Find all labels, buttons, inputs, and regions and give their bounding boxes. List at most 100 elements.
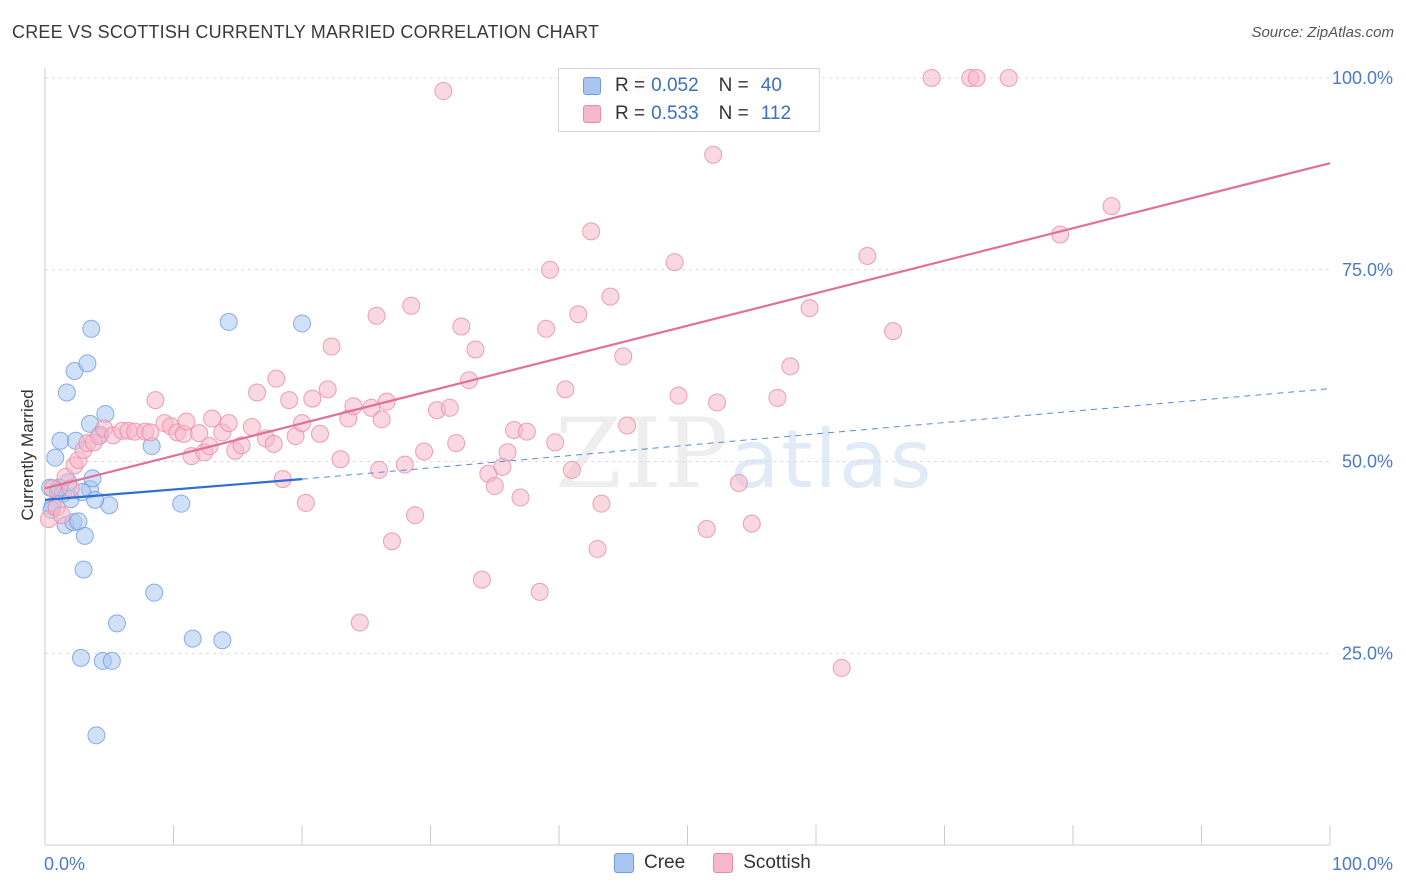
data-point-scottish	[177, 412, 196, 431]
data-point-scottish	[546, 433, 565, 452]
data-point-scottish	[322, 337, 341, 356]
data-point-scottish	[768, 388, 787, 407]
legend-box: R = 0.052 N = 40 R = 0.533 N = 112	[558, 68, 820, 132]
data-point-cree	[71, 648, 90, 667]
trend-line-cree	[44, 478, 303, 501]
watermark: ZIPatlas	[555, 398, 934, 510]
data-point-scottish	[884, 322, 903, 341]
data-point-scottish	[372, 410, 391, 429]
y-tick-label: 25.0%	[1342, 643, 1393, 663]
data-point-scottish	[708, 393, 727, 412]
data-point-scottish	[296, 493, 315, 512]
data-point-cree	[293, 314, 311, 333]
data-point-scottish	[415, 442, 434, 461]
data-point-scottish	[485, 477, 504, 496]
data-point-scottish	[242, 417, 261, 436]
data-point-cree	[107, 614, 126, 633]
x-tick-label: 0.0%	[44, 854, 85, 874]
bottom-legend-swatch-scottish	[713, 853, 734, 873]
data-point-scottish	[781, 357, 800, 376]
data-point-scottish	[858, 246, 877, 265]
watermark-zip: ZIP	[555, 398, 731, 510]
data-point-scottish	[267, 369, 286, 388]
watermark-atlas: atlas	[730, 413, 934, 506]
data-point-scottish	[1051, 225, 1070, 244]
data-point-scottish	[232, 436, 251, 455]
data-point-scottish	[219, 414, 238, 433]
data-point-scottish	[331, 450, 350, 469]
data-point-scottish	[310, 424, 329, 443]
legend-r-value: 0.533	[651, 103, 699, 124]
trend-line-extension-cree	[301, 388, 1331, 480]
data-point-scottish	[704, 145, 723, 164]
data-point-scottish	[382, 532, 401, 551]
data-point-scottish	[1102, 197, 1121, 216]
data-point-cree	[219, 312, 238, 331]
legend-swatch-cree	[583, 77, 601, 95]
data-point-cree	[51, 431, 70, 450]
legend-r-label: R =	[615, 75, 646, 96]
data-point-scottish	[601, 287, 620, 306]
legend-swatch-scottish	[583, 105, 601, 123]
data-point-cree	[183, 629, 202, 648]
data-point-scottish	[517, 422, 536, 441]
data-point-scottish	[367, 306, 386, 325]
data-point-scottish	[466, 340, 485, 359]
data-point-scottish	[618, 416, 637, 435]
y-tick-label: 50.0%	[1342, 452, 1393, 472]
data-point-scottish	[472, 570, 491, 589]
data-point-scottish	[440, 398, 459, 417]
data-point-scottish	[248, 383, 267, 402]
data-point-scottish	[562, 460, 581, 479]
data-point-scottish	[556, 380, 575, 399]
data-point-scottish	[280, 391, 299, 410]
legend-r-label: R =	[615, 103, 646, 124]
data-point-scottish	[402, 296, 421, 315]
data-point-cree	[86, 490, 105, 509]
data-point-scottish	[52, 506, 71, 525]
source-label: Source: ZipAtlas.com	[1251, 24, 1394, 41]
data-point-cree	[74, 560, 93, 579]
x-tick-label: 100.0%	[1332, 854, 1393, 874]
trend-line-scottish	[44, 162, 1331, 490]
data-point-scottish	[447, 434, 466, 453]
data-point-cree	[46, 448, 65, 467]
data-point-scottish	[511, 488, 530, 507]
data-point-scottish	[530, 582, 549, 601]
legend-n-label: N =	[718, 75, 749, 96]
data-point-scottish	[452, 317, 471, 336]
data-point-scottish	[999, 69, 1018, 87]
data-point-cree	[78, 354, 97, 373]
y-tick-label: 100.0%	[1332, 68, 1393, 88]
data-point-scottish	[264, 434, 283, 453]
bottom-legend-label-scottish: Scottish	[743, 852, 811, 873]
legend-r-value: 0.052	[651, 75, 699, 96]
data-point-scottish	[922, 69, 941, 87]
data-point-scottish	[614, 347, 633, 366]
data-point-scottish	[190, 424, 209, 443]
bottom-legend-label-cree: Cree	[644, 852, 686, 873]
data-point-scottish	[406, 506, 425, 525]
data-point-scottish	[967, 69, 986, 87]
data-point-scottish	[665, 253, 684, 272]
bottom-legend-item-cree: Cree	[614, 852, 685, 874]
legend-n-value: 40	[760, 75, 782, 96]
data-point-scottish	[588, 539, 607, 558]
data-point-scottish	[303, 389, 322, 408]
legend-n-label: N =	[718, 103, 749, 124]
data-point-scottish	[800, 299, 819, 318]
data-point-cree	[145, 583, 164, 602]
data-point-scottish	[43, 479, 62, 498]
data-point-cree	[57, 383, 76, 402]
bottom-legend: Cree Scottish	[614, 852, 839, 874]
legend-n-value: 112	[760, 103, 792, 124]
legend-row-cree: R = 0.052 N = 40	[583, 73, 802, 99]
data-point-scottish	[203, 409, 222, 428]
chart-title: CREE VS SCOTTISH CURRENTLY MARRIED CORRE…	[12, 22, 600, 42]
data-point-scottish	[498, 443, 517, 462]
data-point-scottish	[541, 260, 560, 279]
y-tick-label: 75.0%	[1342, 260, 1393, 280]
data-point-scottish	[318, 380, 337, 399]
data-point-scottish	[569, 305, 588, 324]
